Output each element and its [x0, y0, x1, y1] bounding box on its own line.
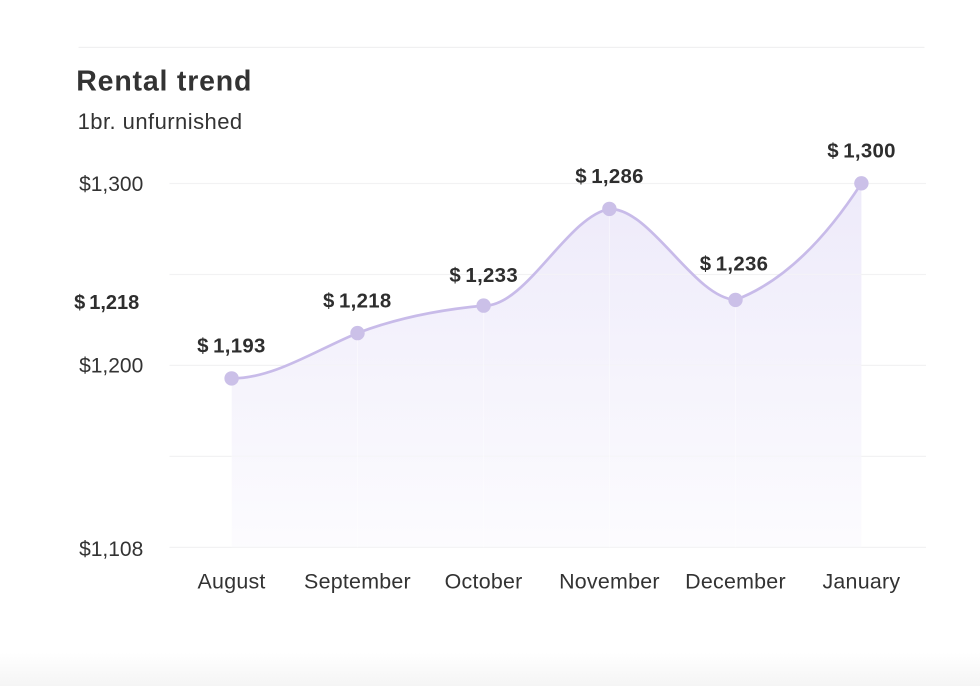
svg-text:$ 1,286: $ 1,286	[575, 166, 644, 188]
svg-text:Rental trend: Rental trend	[76, 66, 252, 98]
svg-text:January: January	[822, 570, 900, 594]
svg-text:October: October	[445, 570, 523, 594]
svg-text:$1,200: $1,200	[79, 355, 143, 378]
svg-text:$1,108: $1,108	[79, 538, 143, 561]
svg-text:1br. unfurnished: 1br. unfurnished	[78, 109, 243, 134]
svg-text:$ 1,218: $ 1,218	[74, 292, 139, 314]
svg-text:$ 1,233: $ 1,233	[449, 265, 518, 287]
svg-text:August: August	[198, 570, 266, 594]
svg-text:December: December	[685, 570, 786, 594]
svg-text:$1,300: $1,300	[79, 173, 143, 196]
svg-text:$ 1,300: $ 1,300	[827, 141, 896, 163]
svg-text:$ 1,236: $ 1,236	[700, 254, 769, 276]
svg-text:$ 1,193: $ 1,193	[197, 335, 266, 357]
svg-text:$ 1,218: $ 1,218	[323, 291, 392, 313]
svg-text:November: November	[559, 570, 660, 594]
svg-text:September: September	[304, 570, 411, 594]
